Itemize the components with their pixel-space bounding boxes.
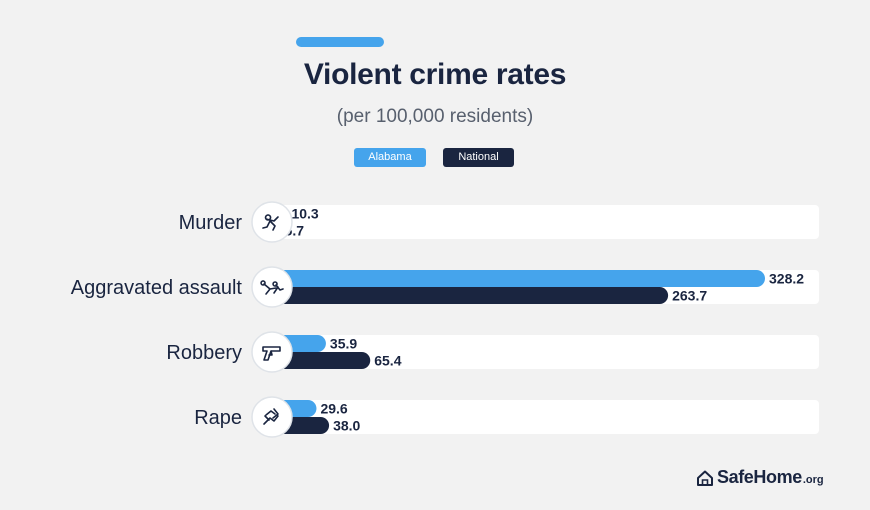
brand-name: SafeHome — [717, 467, 802, 487]
value-label-national: 263.7 — [672, 288, 707, 304]
bar-track — [272, 205, 819, 239]
value-label-alabama: 29.6 — [320, 401, 347, 417]
bar-track — [272, 335, 819, 369]
chart-subtitle: (per 100,000 residents) — [336, 106, 534, 127]
bar-national — [272, 352, 371, 369]
rape-icon — [263, 408, 279, 425]
legend-alabama: Alabama — [354, 148, 426, 167]
value-label-alabama: 10.3 — [291, 206, 318, 222]
category-label: Robbery — [166, 342, 242, 364]
house-icon — [697, 470, 713, 486]
icon-badge — [251, 266, 293, 308]
category-label: Rape — [194, 407, 242, 429]
legend-national: National — [443, 148, 514, 167]
bar-national — [272, 287, 669, 304]
value-label-national: 65.4 — [374, 353, 401, 369]
value-label-alabama: 35.9 — [330, 336, 357, 352]
brand-logo: SafeHome .org — [696, 467, 824, 488]
value-label-alabama: 328.2 — [769, 271, 804, 287]
assault-icon — [260, 280, 284, 295]
category-label: Aggravated assault — [71, 277, 243, 299]
gun-icon — [262, 346, 281, 361]
chart-title: Violent crime rates — [303, 58, 567, 91]
title-accent-bar — [296, 37, 384, 47]
brand-tld: .org — [802, 474, 824, 486]
category-label: Murder — [179, 212, 243, 234]
bar-track — [272, 400, 819, 434]
bar-alabama — [272, 270, 765, 287]
value-label-national: 38.0 — [333, 418, 360, 434]
icon-badge — [251, 396, 293, 438]
murder-icon — [262, 214, 279, 231]
